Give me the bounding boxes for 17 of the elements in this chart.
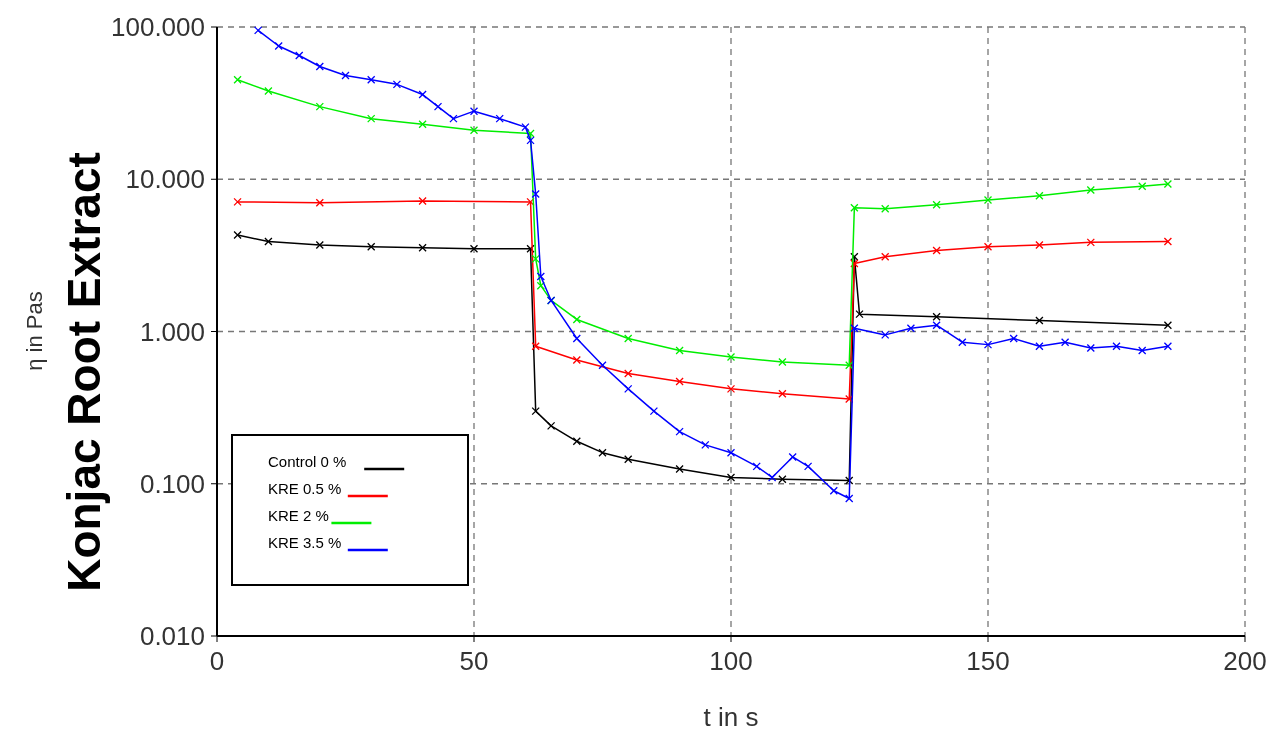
y-tick-label: 0.100 — [139, 468, 205, 499]
y-tick-label: 10.000 — [125, 164, 205, 195]
legend-label: KRE 0.5 % — [268, 480, 342, 497]
x-tick-label: 100 — [709, 646, 753, 676]
y-axis-title: η in Pas — [22, 291, 47, 371]
legend-label: Control 0 % — [268, 453, 347, 470]
y-tick-label: 0.010 — [139, 621, 205, 651]
x-tick-label: 0 — [209, 646, 225, 676]
x-axis-title: t in s — [703, 702, 759, 732]
y-tick-label: 100.000 — [111, 12, 205, 42]
y-tick-label: 1.000 — [139, 316, 205, 347]
text: Konjac Root Extract — [58, 152, 110, 592]
legend-label: KRE 2 % — [268, 507, 329, 524]
x-tick-label: 50 — [459, 646, 489, 676]
x-tick-label: 200 — [1223, 646, 1267, 676]
legend-label: KRE 3.5 % — [268, 534, 342, 551]
x-tick-label: 150 — [966, 646, 1010, 676]
